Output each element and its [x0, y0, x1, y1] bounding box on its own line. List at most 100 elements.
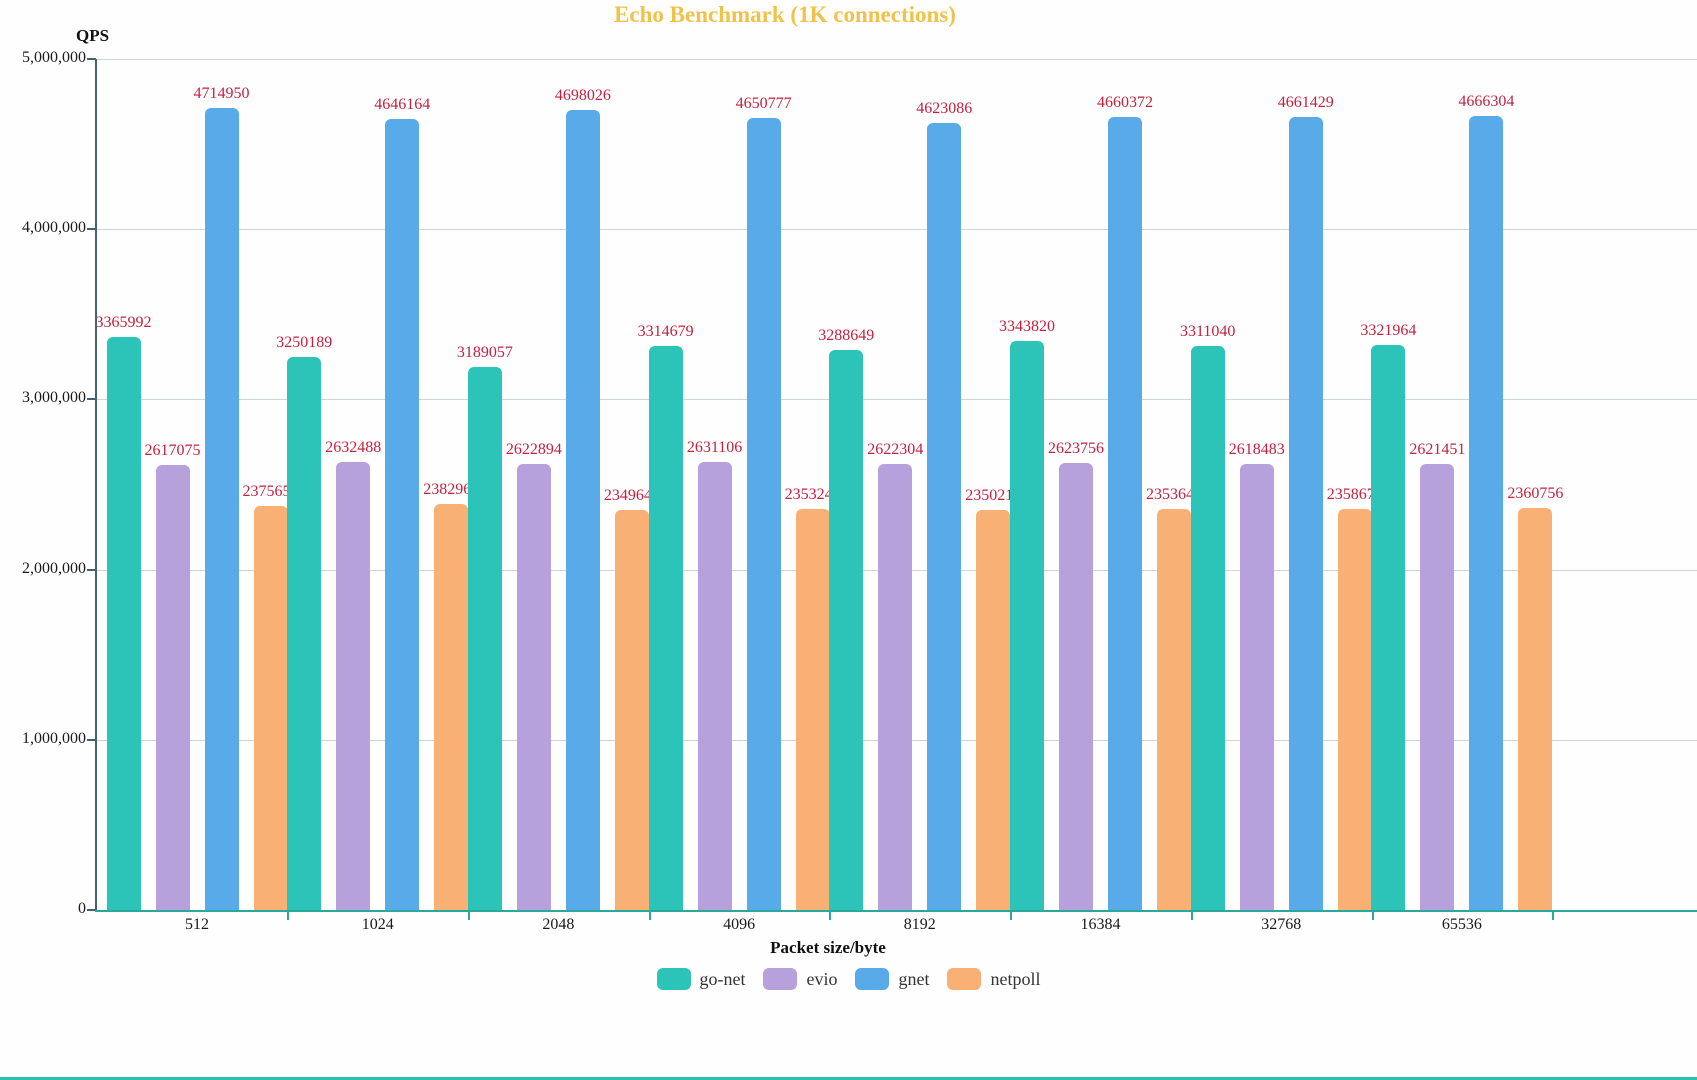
legend-label: netpoll	[990, 968, 1041, 989]
bar-value-label: 3288649	[818, 327, 875, 344]
bar-evio-65536: 2621451	[1409, 441, 1465, 910]
bar-value-label: 2360756	[1507, 485, 1564, 502]
bar-go-net-16384: 3343820	[999, 318, 1055, 910]
bar-value-label: 2623756	[1048, 440, 1104, 457]
bar-value-label: 4660372	[1097, 94, 1153, 111]
bar-gnet-32768: 4661429	[1278, 94, 1334, 910]
bar-go-net-2048: 3189057	[457, 344, 513, 910]
bar-gnet-512: 4714950	[194, 85, 250, 910]
x-axis-title: Packet size/byte	[770, 938, 886, 957]
bar-group-1024: 3250189 2632488 4646164 2382966	[276, 96, 479, 910]
bar-gnet-8192: 4623086	[916, 100, 972, 910]
bar-value-label: 2631106	[686, 439, 743, 456]
bar-netpoll-2048: 2349645	[604, 487, 660, 910]
bar-value-label: 3311040	[1179, 323, 1236, 340]
bar-gnet-65536: 4666304	[1458, 93, 1514, 910]
bar-evio-4096: 2631106	[687, 439, 742, 910]
bar-group-2048: 3189057 2622894 4698026 2349645	[457, 87, 660, 910]
bar-go-net-4096: 3314679	[638, 323, 694, 910]
x-tick-label: 32768	[1261, 916, 1302, 933]
bar-value-label: 4714950	[193, 85, 250, 102]
bar-evio-512: 2617075	[145, 442, 201, 910]
bar-value-label: 2622894	[505, 441, 562, 458]
bar-value-label: 4666304	[1458, 93, 1515, 110]
y-tick-mark	[87, 738, 96, 741]
bar-gnet-4096: 4650777	[736, 95, 792, 910]
bar-go-net-65536: 3321964	[1360, 322, 1416, 910]
y-axis-title: QPS	[76, 26, 110, 45]
bar-group-16384: 3343820 2623756 4660372 2353640	[999, 94, 1202, 910]
bar-netpoll-32768: 2358671	[1327, 486, 1383, 910]
x-axis-line	[95, 910, 1697, 912]
y-tick-mark	[87, 228, 96, 231]
chart-title: Echo Benchmark (1K connections)	[614, 2, 956, 27]
y-axis-line	[95, 59, 97, 910]
bar-value-label: 2621451	[1409, 441, 1466, 458]
bar-value-label: 2617075	[144, 442, 201, 459]
bar-evio-8192: 2622304	[867, 441, 923, 910]
bar-value-label: 2350212	[965, 487, 1022, 504]
x-tick-mark	[287, 912, 290, 920]
y-tick-label: 3,000,000	[22, 389, 86, 407]
bar-value-label: 3365992	[95, 314, 152, 331]
bar-value-label: 2358671	[1326, 486, 1383, 503]
bar-value-label: 2353243	[784, 486, 841, 503]
bar-netpoll-1024: 2382966	[423, 481, 479, 910]
bar-go-net-512: 3365992	[96, 314, 152, 910]
bar-go-net-8192: 3288649	[818, 327, 874, 910]
legend-swatch-evio	[763, 968, 798, 990]
legend-swatch-go-net	[656, 968, 691, 990]
bar-value-label: 4698026	[554, 87, 611, 104]
legend-swatch-gnet	[855, 968, 890, 990]
bar-netpoll-8192: 2350212	[965, 487, 1021, 910]
y-tick-label: 1,000,000	[22, 729, 86, 747]
x-tick-label: 1024	[361, 916, 394, 933]
bottom-border	[0, 1077, 1697, 1080]
bar-netpoll-16384: 2353640	[1146, 486, 1202, 910]
x-tick-mark	[468, 912, 471, 920]
bar-evio-1024: 2632488	[325, 439, 381, 910]
bar-value-label: 2353640	[1146, 486, 1202, 503]
bar-value-label: 4646164	[374, 96, 431, 113]
bar-value-label: 4661429	[1277, 94, 1334, 111]
bar-value-label: 2375657	[242, 483, 299, 500]
legend-item-go-net: go-net	[656, 968, 746, 990]
bar-value-label: 2622304	[867, 441, 924, 458]
legend-swatch-netpoll	[947, 968, 982, 990]
bar-value-label: 4650777	[735, 95, 792, 112]
bar-evio-16384: 2623756	[1048, 440, 1104, 910]
x-tick-label: 8192	[903, 916, 936, 933]
gridline	[96, 59, 1697, 60]
bar-value-label: 3343820	[999, 318, 1055, 335]
y-tick-mark	[87, 398, 96, 401]
bar-gnet-16384: 4660372	[1097, 94, 1153, 910]
bar-value-label: 3314679	[637, 323, 694, 340]
y-tick-label: 4,000,000	[22, 219, 86, 237]
bar-group-8192: 3288649 2622304 4623086 2350212	[818, 100, 1021, 910]
y-tick-mark	[87, 909, 96, 911]
bar-value-label: 2382966	[423, 481, 480, 498]
bar-evio-2048: 2622894	[506, 441, 562, 910]
bar-evio-32768: 2618483	[1229, 441, 1285, 910]
bar-netpoll-512: 2375657	[243, 483, 299, 910]
bar-value-label: 2349645	[603, 487, 660, 504]
gridline	[96, 229, 1697, 231]
plot-area: 3365992 2617075 4714950 2375657 3250189 26324…	[87, 58, 1697, 920]
bar-group-65536: 3321964 2621451 4666304 2360756	[1360, 93, 1563, 910]
legend-label: evio	[806, 968, 838, 989]
legend-item-netpoll: netpoll	[947, 968, 1040, 990]
bar-go-net-32768: 3311040	[1180, 323, 1235, 910]
legend-item-evio: evio	[763, 968, 837, 990]
legend-label: gnet	[898, 968, 930, 989]
y-tick-mark	[87, 568, 96, 571]
x-tick-mark	[1010, 912, 1013, 920]
legend-label: go-net	[699, 968, 746, 989]
y-tick-label: 2,000,000	[22, 559, 86, 577]
x-tick-mark	[829, 912, 832, 920]
bar-value-label: 2632488	[325, 439, 382, 456]
bar-value-label: 3189057	[456, 344, 513, 361]
x-tick-mark	[1190, 912, 1193, 920]
y-tick-label: 5,000,000	[22, 49, 86, 66]
bar-netpoll-65536: 2360756	[1507, 485, 1563, 910]
